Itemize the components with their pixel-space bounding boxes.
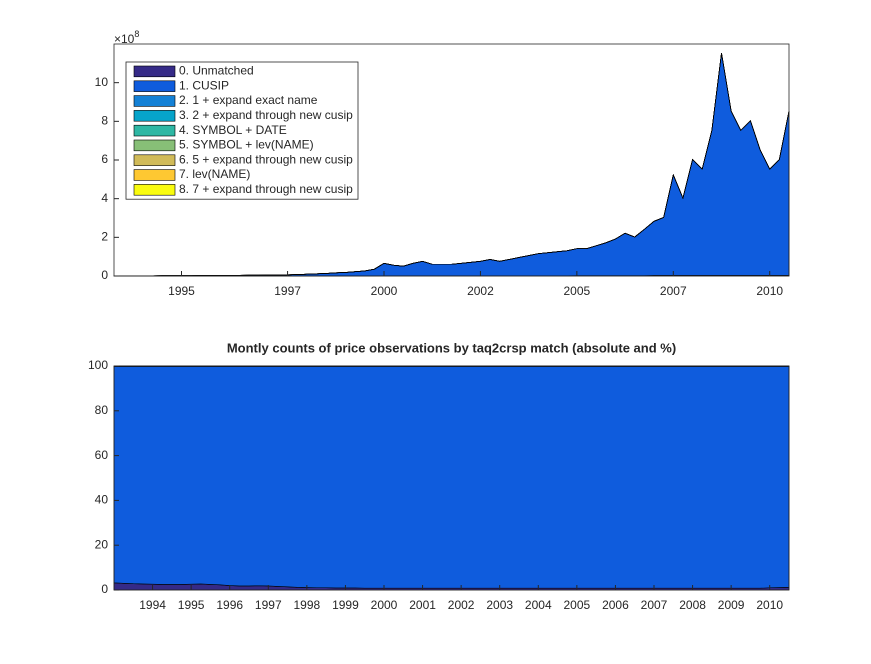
x-tick-label: 2003 xyxy=(486,598,513,612)
y-tick-label: 6 xyxy=(101,152,108,166)
legend-swatch xyxy=(133,110,176,122)
x-tick-label: 1999 xyxy=(332,598,359,612)
x-tick-label: 2005 xyxy=(564,284,591,298)
y-exponent-base: ×10 xyxy=(114,32,135,46)
y-tick-label: 80 xyxy=(95,403,109,417)
x-tick-label: 1997 xyxy=(255,598,282,612)
legend-label: 8. 7 + expand through new cusip xyxy=(179,182,353,196)
x-tick-label: 1998 xyxy=(294,598,321,612)
y-exponent-power: 8 xyxy=(134,29,139,39)
y-tick-label: 0 xyxy=(101,268,108,282)
y-tick-label: 10 xyxy=(95,75,109,89)
legend-swatch xyxy=(133,80,176,92)
y-tick-label: 40 xyxy=(95,493,109,507)
x-tick-label: 2010 xyxy=(756,598,783,612)
x-tick-label: 2008 xyxy=(679,598,706,612)
area-series xyxy=(113,366,790,589)
y-tick-label: 60 xyxy=(95,448,109,462)
y-tick-label: 0 xyxy=(101,582,108,596)
legend-swatch xyxy=(133,124,176,137)
legend-swatch xyxy=(133,65,176,78)
legend-label: 5. SYMBOL + lev(NAME) xyxy=(179,138,314,152)
x-tick-label: 2007 xyxy=(660,284,687,298)
x-tick-label: 2006 xyxy=(602,598,629,612)
x-tick-label: 2009 xyxy=(718,598,745,612)
x-tick-label: 1997 xyxy=(274,284,301,298)
legend-label: 1. CUSIP xyxy=(179,78,229,92)
legend-label: 7. lev(NAME) xyxy=(179,167,250,181)
x-tick-label: 1995 xyxy=(168,284,195,298)
x-tick-label: 2005 xyxy=(564,598,591,612)
x-tick-label: 2002 xyxy=(448,598,475,612)
x-tick-label: 2000 xyxy=(371,284,398,298)
x-tick-label: 2000 xyxy=(371,598,398,612)
x-tick-label: 1995 xyxy=(178,598,205,612)
chart-title: Montly counts of price observations by t… xyxy=(227,340,676,355)
legend-label: 6. 5 + expand through new cusip xyxy=(179,152,353,166)
legend-swatch xyxy=(133,95,176,107)
x-tick-label: 2001 xyxy=(409,598,436,612)
legend-swatch xyxy=(133,139,176,152)
y-tick-label: 2 xyxy=(101,230,108,244)
x-tick-label: 1994 xyxy=(139,598,166,612)
legend-swatch xyxy=(133,154,176,166)
legend-label: 2. 1 + expand exact name xyxy=(179,93,318,107)
x-tick-label: 2010 xyxy=(756,284,783,298)
legend-label: 3. 2 + expand through new cusip xyxy=(179,108,353,122)
y-tick-label: 4 xyxy=(101,191,108,205)
x-tick-label: 1996 xyxy=(216,598,243,612)
x-tick-label: 2004 xyxy=(525,598,552,612)
legend-label: 0. Unmatched xyxy=(179,64,254,78)
x-tick-label: 2002 xyxy=(467,284,494,298)
y-tick-label: 20 xyxy=(95,537,109,551)
y-tick-label: 8 xyxy=(101,114,108,128)
x-tick-label: 2007 xyxy=(641,598,668,612)
y-exponent: ×108 xyxy=(114,29,139,46)
legend-swatch xyxy=(133,169,176,181)
legend-swatch xyxy=(133,184,176,196)
y-tick-label: 100 xyxy=(88,358,108,372)
axes-box xyxy=(113,365,790,591)
legend-label: 4. SYMBOL + DATE xyxy=(179,123,287,137)
